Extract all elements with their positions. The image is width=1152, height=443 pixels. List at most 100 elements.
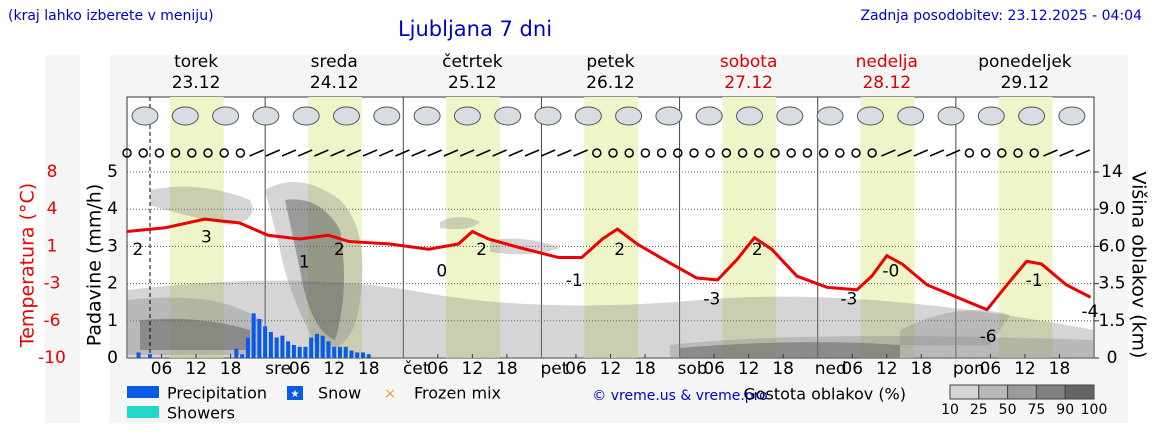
x-tick-label: 12 <box>600 359 622 379</box>
y-axis-label: Padavine (mm/h) <box>84 184 106 347</box>
temperature-label: 0 <box>436 262 447 282</box>
wind-calm <box>997 148 1007 158</box>
x-tick-label: 06 <box>565 359 587 379</box>
cloud-icon <box>655 106 683 126</box>
x-tick-label: pon <box>953 359 985 379</box>
density-tick-label: 10 <box>941 402 959 418</box>
wind-calm <box>624 148 634 158</box>
cloud-icon <box>977 106 1005 126</box>
x-tick-label: 18 <box>634 359 656 379</box>
temperature-label: 2 <box>334 240 345 260</box>
x-tick-label: 06 <box>980 359 1002 379</box>
wind-calm <box>964 148 975 158</box>
wind-calm <box>737 148 748 158</box>
y2-axis-label: Višina oblakov (km) <box>1128 172 1150 359</box>
temperature-tick-label: -3 <box>44 274 61 294</box>
density-swatch <box>1064 384 1095 400</box>
day-name: petek <box>586 52 634 72</box>
cloud-icon <box>292 106 320 126</box>
cloud-layer <box>127 280 1094 358</box>
wind-calm <box>235 148 246 158</box>
temperature-label: 3 <box>201 228 212 248</box>
density-swatch <box>978 384 1009 400</box>
wind-barb <box>1075 149 1091 157</box>
cloud-icon <box>373 106 401 126</box>
precipitation-bar <box>245 337 250 358</box>
day-date: 28.12 <box>862 73 911 93</box>
x-tick-label: 06 <box>151 359 173 379</box>
y-tick-label: 3 <box>107 236 118 256</box>
y-tick-label: 0 <box>107 348 118 368</box>
wind-calm <box>154 148 165 158</box>
wind-calm <box>754 148 764 158</box>
precipitation-bar <box>251 313 256 358</box>
legend-label: Snow <box>318 384 361 403</box>
legend-swatch <box>127 386 159 398</box>
precipitation-bar <box>309 337 314 358</box>
y-tick-label: 4 <box>107 199 118 219</box>
y2-tick-label: 1.5 <box>1098 311 1125 331</box>
precipitation-bar <box>268 331 273 358</box>
precipitation-bar <box>257 318 262 358</box>
wind-calm <box>867 148 877 158</box>
note: (kraj lahko izberete v meniju) <box>8 8 214 24</box>
precipitation-bar <box>274 337 279 358</box>
cloud-icon <box>776 106 804 126</box>
cloud-icon <box>131 106 159 126</box>
precipitation-bar <box>314 333 319 358</box>
temperature-label: -1 <box>1026 271 1043 291</box>
cloud-icon <box>1058 106 1086 126</box>
wind-barb <box>281 149 297 157</box>
wind-calm <box>1029 148 1039 158</box>
cloud-icon <box>171 106 199 126</box>
plot-layers <box>127 97 1094 359</box>
wind-calm <box>851 148 861 158</box>
wind-barb <box>1059 149 1074 157</box>
day-date: 25.12 <box>448 73 497 93</box>
wind-calm <box>219 148 229 158</box>
wind-calm <box>1013 148 1023 158</box>
y2-tick-label: 0 <box>1107 348 1118 368</box>
wind-calm <box>786 148 796 158</box>
y2-tick-label: 3.5 <box>1098 274 1125 294</box>
cloud-icon <box>615 106 643 126</box>
cloud-layer <box>127 297 260 355</box>
x-tick-label: 18 <box>358 359 380 379</box>
daylight-band <box>722 97 777 358</box>
wind-calm <box>802 148 813 158</box>
precipitation-bar <box>148 354 153 358</box>
y-tick-label: 1 <box>107 311 118 331</box>
x-tick-label: pet <box>540 359 568 379</box>
cloud-icon <box>252 106 280 126</box>
wind-barb <box>492 149 507 157</box>
legend-label: Precipitation <box>167 384 267 403</box>
daylight-band <box>169 97 224 358</box>
daylight-band <box>307 97 362 358</box>
x-tick-label: čet <box>403 359 430 379</box>
legend-label: Showers <box>167 404 235 423</box>
wind-barb <box>459 149 475 157</box>
wind-calm <box>835 148 845 158</box>
x-tick-label: sre <box>265 359 291 379</box>
precipitation-bar <box>280 335 285 358</box>
wind-calm <box>608 148 618 158</box>
x-tick-label: 12 <box>738 359 760 379</box>
wind-barb <box>411 149 426 157</box>
weather-icons <box>122 106 1091 158</box>
precipitation-bar <box>337 346 342 358</box>
wind-calm <box>980 148 991 158</box>
daylight-band <box>860 97 915 358</box>
cloud-icon <box>816 106 844 126</box>
temperature-label: -3 <box>703 290 720 310</box>
day-name: četrtek <box>442 52 503 72</box>
day-date: 24.12 <box>310 73 359 93</box>
cloud-icon <box>212 106 240 126</box>
wind-barb <box>427 149 443 157</box>
credit: © vreme.us & vreme.pro <box>592 388 767 404</box>
cloud-icon <box>897 106 925 126</box>
precipitation-bar <box>332 346 337 358</box>
density-label: Gostota oblakov (%) <box>743 385 906 404</box>
daylight-band <box>584 97 639 358</box>
cloud-layer <box>680 342 900 358</box>
